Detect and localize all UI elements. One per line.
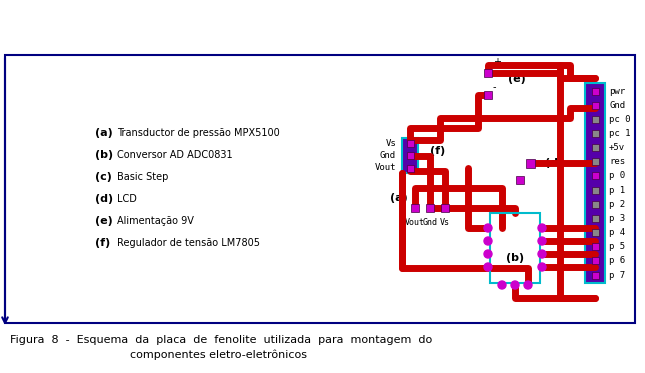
Text: Gnd: Gnd — [422, 218, 437, 227]
Bar — [406, 140, 413, 147]
Circle shape — [484, 263, 492, 271]
Bar — [526, 159, 535, 167]
Bar — [591, 186, 599, 194]
Text: (e): (e) — [95, 216, 113, 226]
Text: p 6: p 6 — [609, 256, 625, 265]
Bar — [426, 204, 434, 212]
Text: Transductor de pressão MPX5100: Transductor de pressão MPX5100 — [117, 128, 280, 138]
Text: Conversor AD ADC0831: Conversor AD ADC0831 — [117, 150, 233, 160]
Text: +5v: +5v — [609, 143, 625, 152]
Text: p 5: p 5 — [609, 242, 625, 251]
Bar — [591, 158, 599, 165]
Text: Vout: Vout — [375, 163, 396, 172]
Bar — [591, 243, 599, 250]
Text: LCD: LCD — [117, 194, 137, 204]
Text: (a): (a) — [390, 193, 408, 203]
Bar — [591, 172, 599, 179]
Text: Figura  8  -  Esquema  da  placa  de  fenolite  utilizada  para  montagem  do: Figura 8 - Esquema da placa de fenolite … — [10, 335, 432, 345]
Text: Basic Step: Basic Step — [117, 172, 168, 182]
Circle shape — [511, 281, 519, 289]
Text: (a): (a) — [95, 128, 113, 138]
Circle shape — [484, 250, 492, 258]
Bar — [402, 138, 418, 173]
Circle shape — [538, 224, 546, 232]
Bar — [484, 69, 492, 77]
Bar — [585, 83, 605, 283]
Text: Gnd: Gnd — [380, 151, 396, 160]
Bar — [411, 204, 419, 212]
Text: p 0: p 0 — [609, 172, 625, 181]
Text: (d): (d) — [95, 194, 113, 204]
Bar — [591, 116, 599, 123]
Text: (b): (b) — [95, 150, 113, 160]
Circle shape — [498, 281, 506, 289]
Bar — [591, 88, 599, 94]
Circle shape — [538, 263, 546, 271]
Text: res: res — [609, 157, 625, 166]
Bar — [591, 229, 599, 236]
Bar — [5, 55, 635, 323]
Circle shape — [484, 224, 492, 232]
Text: p 1: p 1 — [609, 186, 625, 195]
Text: p 3: p 3 — [609, 214, 625, 223]
Bar — [591, 201, 599, 208]
Text: p 7: p 7 — [609, 270, 625, 279]
Bar — [591, 102, 599, 109]
Text: Vs: Vs — [385, 138, 396, 147]
Bar — [406, 164, 413, 172]
Bar — [484, 91, 492, 99]
Text: (e): (e) — [508, 74, 526, 84]
Text: componentes eletro-eletrônicos: componentes eletro-eletrônicos — [130, 349, 307, 360]
Bar — [516, 176, 524, 184]
Text: -: - — [493, 82, 497, 92]
Bar — [591, 272, 599, 279]
Bar — [591, 130, 599, 137]
Bar — [490, 213, 540, 283]
Circle shape — [538, 237, 546, 245]
Text: (c): (c) — [95, 172, 112, 182]
Bar — [591, 257, 599, 264]
Bar — [441, 204, 449, 212]
Text: (b): (b) — [506, 253, 524, 263]
Text: Alimentação 9V: Alimentação 9V — [117, 216, 194, 226]
Text: Vs: Vs — [440, 218, 450, 227]
Bar — [591, 144, 599, 151]
Text: Regulador de tensão LM7805: Regulador de tensão LM7805 — [117, 238, 260, 248]
Text: Gnd: Gnd — [609, 101, 625, 110]
Circle shape — [524, 281, 532, 289]
Text: (f): (f) — [430, 145, 445, 156]
Text: pwr: pwr — [609, 87, 625, 95]
Text: p 2: p 2 — [609, 200, 625, 209]
Text: pc 0: pc 0 — [609, 115, 631, 124]
Text: Vout: Vout — [405, 218, 425, 227]
Text: (f): (f) — [95, 238, 110, 248]
Bar — [591, 215, 599, 222]
Text: (d): (d) — [545, 158, 563, 168]
Text: +: + — [493, 57, 501, 67]
Text: p 4: p 4 — [609, 228, 625, 237]
Circle shape — [538, 250, 546, 258]
Bar — [406, 152, 413, 159]
Circle shape — [484, 237, 492, 245]
Text: pc 1: pc 1 — [609, 129, 631, 138]
